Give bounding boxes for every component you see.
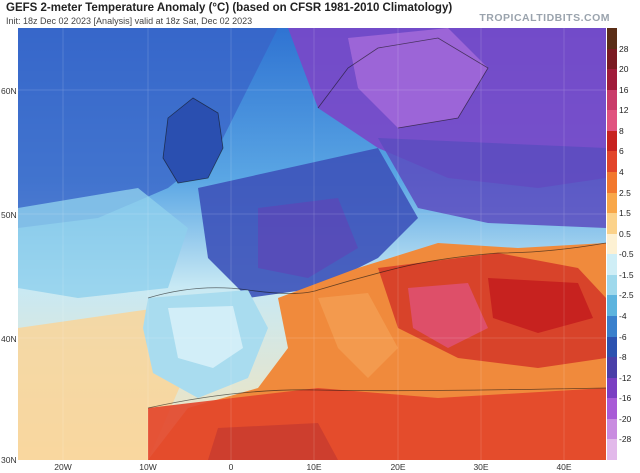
colorbar-swatch xyxy=(607,254,617,276)
colorbar-swatch xyxy=(607,295,617,317)
map-subtitle: Init: 18z Dec 02 2023 [Analysis] valid a… xyxy=(6,16,253,26)
brand-label: TROPICALTIDBITS.COM xyxy=(479,12,610,24)
colorbar-label: 6 xyxy=(619,146,624,157)
lon-label-20w: 20W xyxy=(54,462,72,472)
lon-label-40e: 40E xyxy=(556,462,572,472)
lon-label-0: 0 xyxy=(228,462,234,472)
balkans-hot-core xyxy=(408,283,488,348)
colorbar-label: -8 xyxy=(619,352,627,363)
colorbar-label: -12 xyxy=(619,372,632,383)
colorbar-label: -6 xyxy=(619,331,627,342)
colorbar-legend: 28 20 16 12 8 6 4 2.5 1.5 0.5 -0.5 -1.5 -2.5 -4 -6 -8 -1… xyxy=(607,28,640,461)
lat-label-50n: 50N xyxy=(1,210,17,220)
italy-warm xyxy=(318,293,398,378)
colorbar-label: 4 xyxy=(619,167,624,177)
lat-label-40n: 40N xyxy=(1,334,17,344)
germany-alps-cold xyxy=(258,198,358,278)
colorbar-label: -0.5 xyxy=(619,249,634,260)
colorbar-label: -28 xyxy=(619,434,632,445)
colorbar-swatch xyxy=(607,274,617,296)
colorbar-label: 16 xyxy=(619,84,629,95)
colorbar-swatch xyxy=(607,89,617,111)
colorbar-swatch xyxy=(607,28,617,50)
colorbar-swatch xyxy=(607,151,617,173)
colorbar-swatch xyxy=(607,213,617,235)
colorbar-label: -20 xyxy=(619,413,632,424)
atlantic-warm-region xyxy=(18,308,188,460)
colorbar-swatch xyxy=(607,336,617,358)
lon-label-20e: 20E xyxy=(390,462,406,472)
colorbar-label: 8 xyxy=(619,125,624,136)
colorbar-swatch xyxy=(607,439,617,461)
lon-label-30e: 30E xyxy=(473,462,489,472)
colorbar-label: 20 xyxy=(619,64,629,75)
graticule xyxy=(18,28,606,460)
eastern-europe-cold xyxy=(378,138,606,228)
colorbar-label: 28 xyxy=(619,43,629,54)
scandinavia-core xyxy=(348,28,488,128)
colorbar-swatch xyxy=(607,398,617,420)
colorbar-label: 2.5 xyxy=(619,187,631,198)
coastline xyxy=(147,242,606,299)
lon-label-10w: 10W xyxy=(139,462,157,472)
atlantic-cold-region xyxy=(18,28,278,228)
colorbar-swatch xyxy=(607,172,617,194)
colorbar-swatch xyxy=(607,192,617,214)
black-sea-hot-core xyxy=(488,278,593,333)
lat-label-60n: 60N xyxy=(1,86,17,96)
colorbar-swatch xyxy=(607,233,617,255)
british-isles xyxy=(163,98,223,183)
colorbar-label: -1.5 xyxy=(619,269,634,280)
map-title: GEFS 2-meter Temperature Anomaly (°C) (b… xyxy=(6,2,453,14)
colorbar-swatch xyxy=(607,110,617,132)
british-coastline xyxy=(162,97,224,184)
lon-label-10e: 10E xyxy=(306,462,322,472)
colorbar-swatch xyxy=(607,357,617,379)
scandinavia-coastline xyxy=(317,37,489,129)
sahara-hot-core xyxy=(208,423,338,460)
lat-label-30n: 30N xyxy=(1,455,17,465)
colorbar-label: 0.5 xyxy=(619,228,631,239)
africa-coastline xyxy=(147,387,606,409)
map-canvas xyxy=(18,28,606,460)
colorbar-label: -4 xyxy=(619,311,627,321)
colorbar-label: -16 xyxy=(619,393,632,404)
colorbar-swatch xyxy=(607,69,617,91)
colorbar-label: 12 xyxy=(619,105,629,116)
colorbar-label: 1.5 xyxy=(619,208,631,219)
colorbar-swatch xyxy=(607,377,617,399)
colorbar-swatch xyxy=(607,316,617,338)
colorbar-swatch xyxy=(607,130,617,152)
colorbar-label: -2.5 xyxy=(619,290,634,301)
colorbar-swatch xyxy=(607,48,617,70)
atlantic-mild-region xyxy=(18,188,188,298)
header: GEFS 2-meter Temperature Anomaly (°C) (b… xyxy=(0,0,640,28)
colorbar-swatch xyxy=(607,418,617,440)
anomaly-map xyxy=(18,28,606,460)
iberia-core xyxy=(168,306,243,368)
